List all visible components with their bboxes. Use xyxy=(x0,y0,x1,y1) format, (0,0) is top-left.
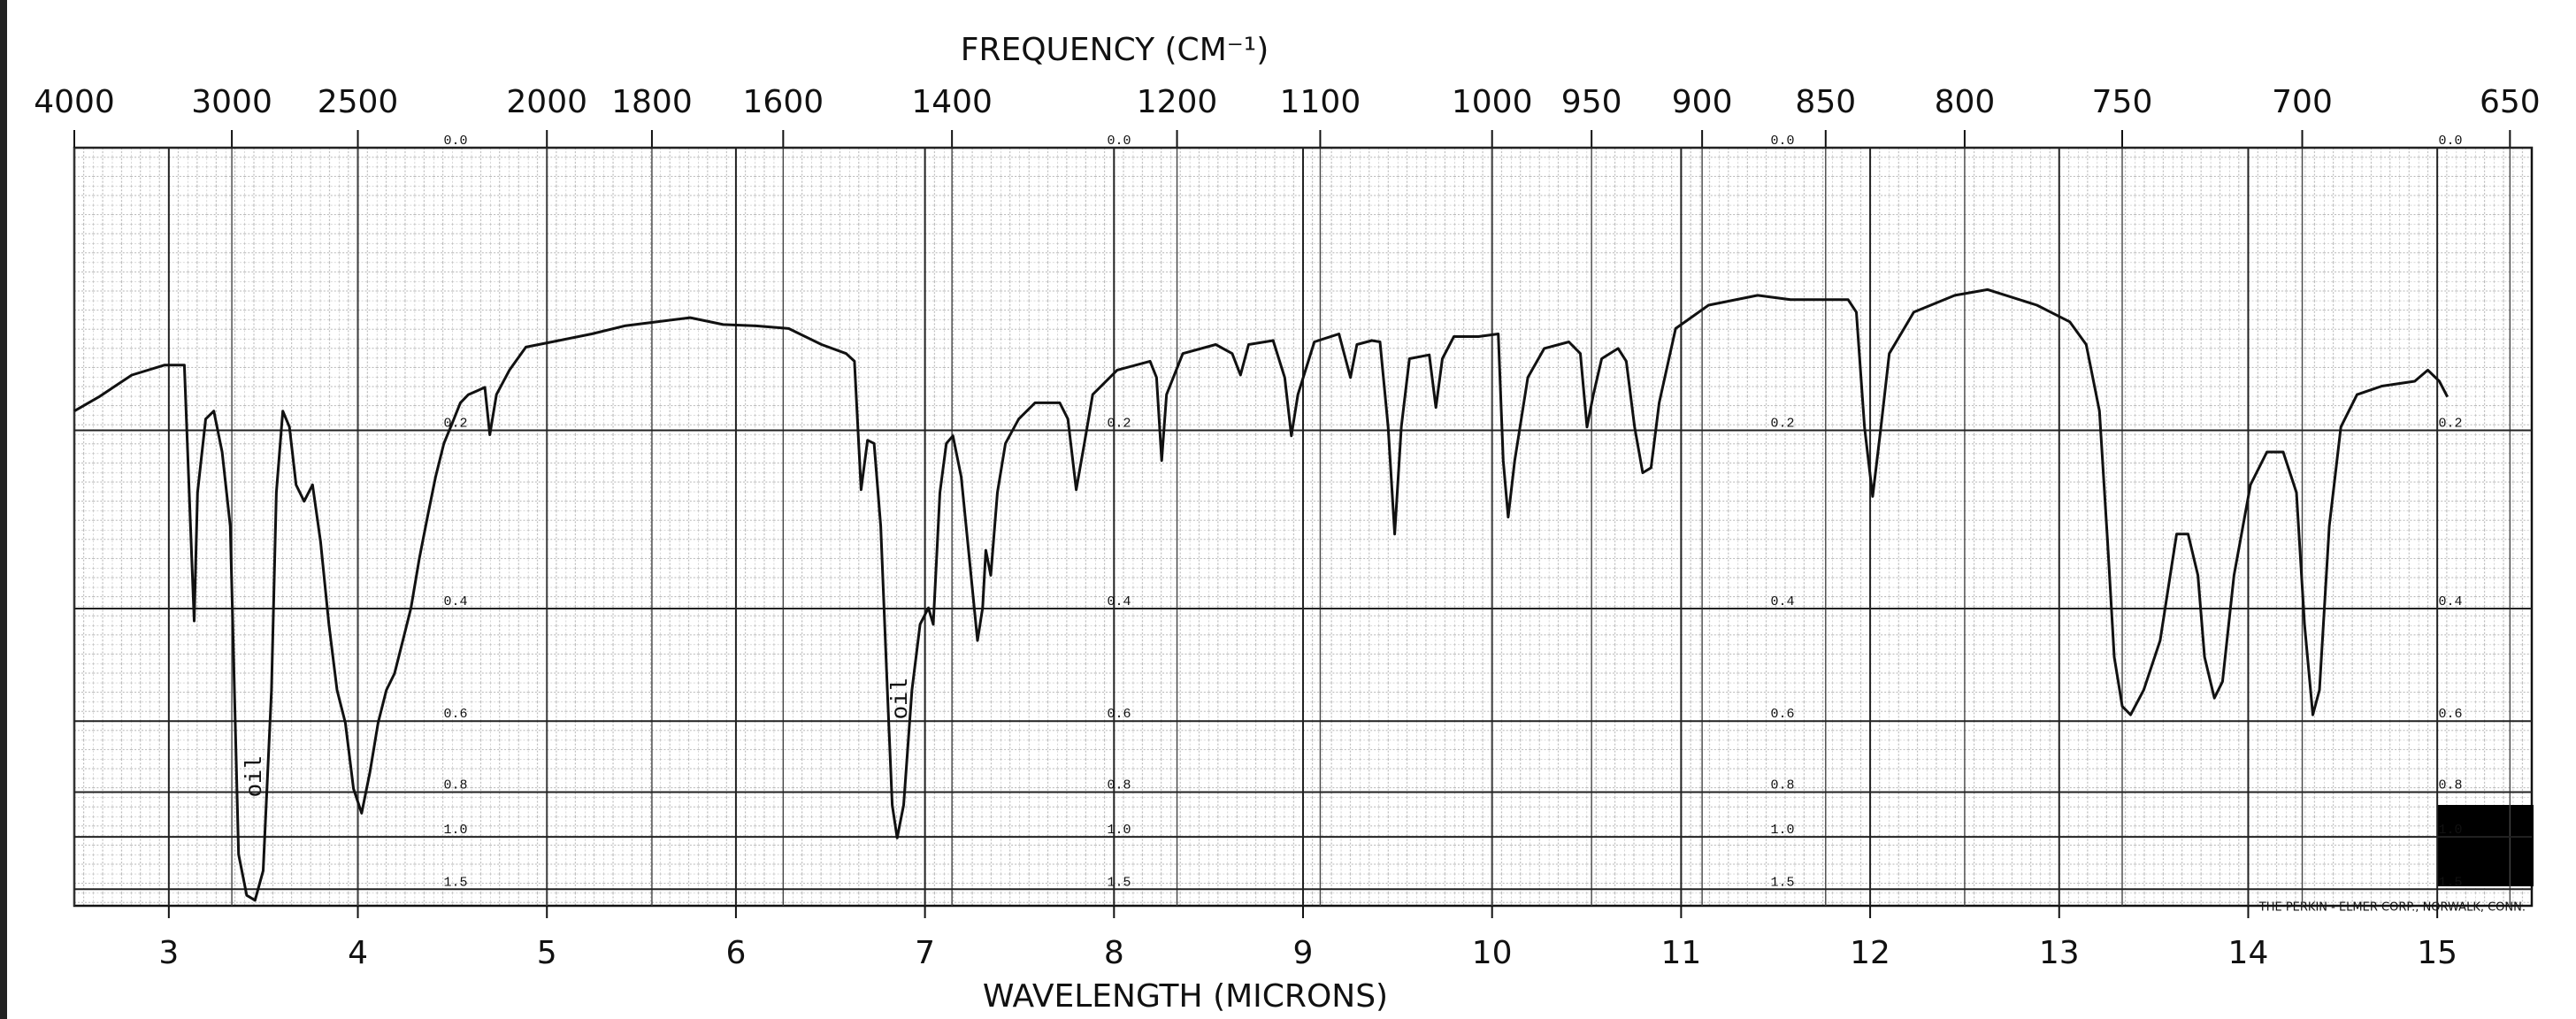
x2-tick-label: 3000 xyxy=(191,84,272,120)
x2-tick-label: 1000 xyxy=(1452,84,1533,120)
spectrum-line xyxy=(73,287,2450,902)
x2-tick-label: 700 xyxy=(2272,84,2333,120)
y-tick-label: 0.2 xyxy=(1107,416,1131,431)
x2-tick-label: 1200 xyxy=(1137,84,1218,120)
y-tick-label: 0.4 xyxy=(1107,594,1131,609)
x2-tick-label: 2000 xyxy=(506,84,587,120)
y-tick-label: 1.0 xyxy=(1107,823,1131,838)
y-tick-label: 1.5 xyxy=(443,875,467,890)
y-tick-label: 0.8 xyxy=(2438,778,2462,793)
x2-tick-label: 1800 xyxy=(611,84,693,120)
x-tick-label: 8 xyxy=(1104,935,1124,971)
x2-tick-label: 900 xyxy=(1672,84,1733,120)
x-tick-label: 6 xyxy=(725,935,746,971)
y-tick-label: 0.6 xyxy=(2438,707,2462,722)
y-tick-label: 0.8 xyxy=(443,778,467,793)
x-tick-label: 3 xyxy=(158,935,179,971)
y-tick-label: 1.0 xyxy=(1770,823,1794,838)
x2-tick-label: 1100 xyxy=(1280,84,1361,120)
x-tick-label: 11 xyxy=(1660,935,1701,971)
y-tick-label: 0.4 xyxy=(443,594,467,609)
x2-tick-label: 1600 xyxy=(743,84,824,120)
y-tick-label: 0.4 xyxy=(1770,594,1794,609)
x-tick-label: 4 xyxy=(348,935,368,971)
x-tick-label: 15 xyxy=(2417,935,2457,971)
x2-tick-label: 4000 xyxy=(34,84,115,120)
x2-tick-label: 850 xyxy=(1795,84,1856,120)
y-tick-label: 1.5 xyxy=(2438,875,2462,890)
y-tick-label: 0.0 xyxy=(1107,134,1131,149)
x-tick-label: 12 xyxy=(1850,935,1890,971)
x-tick-label: 9 xyxy=(1293,935,1314,971)
annotation: oil xyxy=(242,756,268,798)
x2-tick-label: 800 xyxy=(1935,84,1996,120)
y-tick-label: 0.2 xyxy=(443,416,467,431)
y-tick-label: 0.6 xyxy=(443,707,467,722)
x2-tick-label: 2500 xyxy=(318,84,399,120)
y-tick-label: 0.4 xyxy=(2438,594,2462,609)
credit: THE PERKIN - ELMER CORP., NORWALK, CONN. xyxy=(2258,901,2526,915)
y-tick-label: 1.0 xyxy=(443,823,467,838)
x-tick-label: 7 xyxy=(915,935,935,971)
y-tick-label: 0.2 xyxy=(1770,416,1794,431)
y-tick-label: 0.8 xyxy=(1107,778,1131,793)
y-tick-label: 1.5 xyxy=(1107,875,1131,890)
x2-axis-title: FREQUENCY (CM⁻¹) xyxy=(961,32,1269,68)
x2-tick-label: 650 xyxy=(2480,84,2541,120)
y-tick-label: 0.8 xyxy=(1770,778,1794,793)
y-tick-label: 0.2 xyxy=(2438,416,2462,431)
edge-strip xyxy=(0,0,7,1019)
y-tick-label: 1.5 xyxy=(1770,875,1794,890)
x-tick-label: 10 xyxy=(1472,935,1513,971)
x2-tick-label: 950 xyxy=(1561,84,1622,120)
y-tick-label: 0.0 xyxy=(443,134,467,149)
x-tick-label: 13 xyxy=(2039,935,2080,971)
x-tick-label: 14 xyxy=(2228,935,2269,971)
y-tick-label: 0.6 xyxy=(1107,707,1131,722)
y-tick-label: 0.0 xyxy=(2438,134,2462,149)
y-tick-label: 1.0 xyxy=(2438,823,2462,838)
x-axis-title: WAVELENGTH (MICRONS) xyxy=(983,978,1388,1015)
x-tick-label: 5 xyxy=(537,935,557,971)
x2-tick-label: 750 xyxy=(2092,84,2153,120)
black-block xyxy=(2438,805,2534,886)
y-tick-label: 0.0 xyxy=(1770,134,1794,149)
y-tick-label: 0.6 xyxy=(1770,707,1794,722)
x2-tick-label: 1400 xyxy=(911,84,993,120)
